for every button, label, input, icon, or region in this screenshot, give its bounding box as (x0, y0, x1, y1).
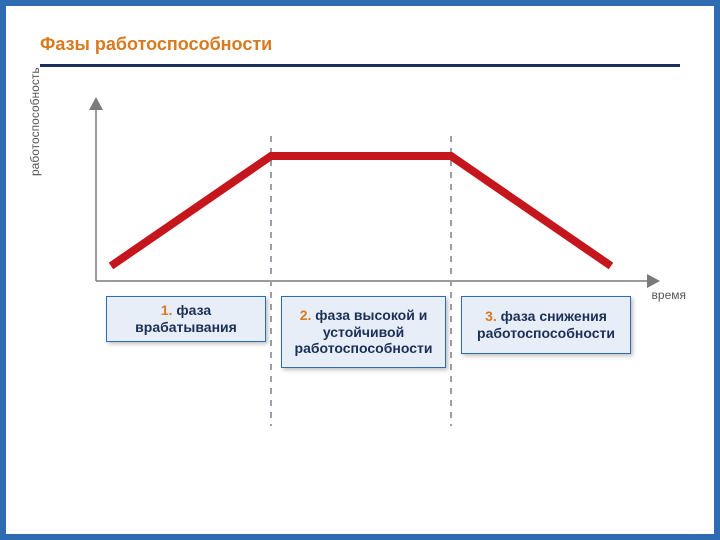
chart-svg (66, 96, 676, 476)
phase-box-1: 1. фаза врабатывания (106, 296, 266, 342)
phase-num-1: 1. (161, 302, 173, 318)
phase-num-3: 3. (485, 308, 497, 324)
phase-num-2: 2. (300, 307, 312, 323)
phase-label-1: фаза врабатывания (135, 302, 237, 335)
chart-area: работоспособность время 1. фаза врабатыв… (66, 96, 676, 476)
page-curl-icon (688, 508, 714, 534)
x-axis-label: время (652, 288, 686, 302)
y-axis-label: работоспособность (28, 67, 42, 176)
phase-label-3: фаза снижения работоспособности (477, 308, 615, 341)
slide-title: Фазы работоспособности (40, 34, 272, 55)
phase-label-2: фаза высокой и устойчивой работоспособно… (295, 307, 433, 357)
phase-box-2: 2. фаза высокой и устойчивой работоспосо… (281, 296, 446, 368)
phase-box-3: 3. фаза снижения работоспособности (461, 296, 631, 354)
slide-frame: Фазы работоспособности работоспособность… (0, 0, 720, 540)
title-underline (40, 64, 680, 67)
